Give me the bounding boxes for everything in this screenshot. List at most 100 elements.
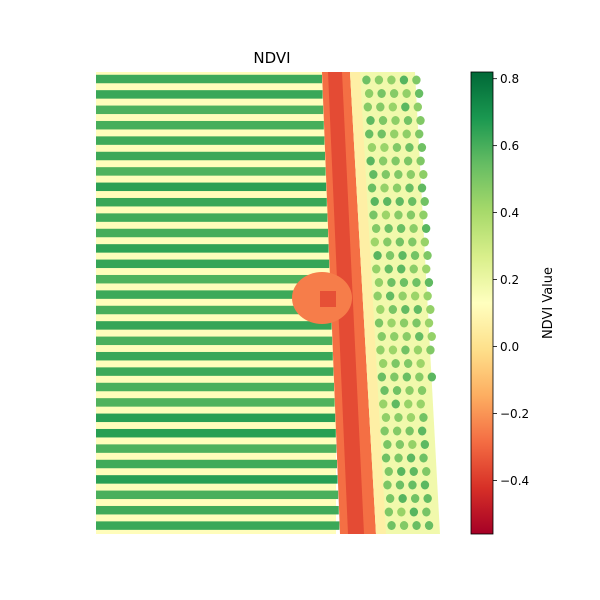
orchard-tree [384, 467, 393, 476]
orchard-tree [387, 278, 396, 287]
orchard-tree [395, 440, 405, 449]
crop-row [96, 321, 332, 330]
orchard-tree [381, 210, 391, 220]
orchard-tree [401, 305, 410, 314]
orchard-tree [390, 372, 399, 382]
orchard-tree [420, 480, 430, 490]
orchard-tree [406, 170, 416, 179]
orchard-tree [398, 291, 407, 301]
orchard-tree [388, 102, 398, 112]
orchard-tree [392, 426, 402, 436]
orchard-tree [370, 237, 380, 247]
orchard-tree [372, 264, 381, 274]
orchard-tree [378, 156, 388, 166]
crop-row [96, 90, 323, 99]
orchard-tree [417, 143, 427, 152]
orchard-tree [378, 359, 388, 368]
crop-row [96, 120, 324, 130]
orchard-tree [384, 224, 393, 233]
orchard-edge [350, 72, 386, 534]
orchard-tree [363, 102, 373, 112]
colorbar-tick-label: 0.2 [500, 273, 519, 287]
orchard-tree [365, 129, 374, 139]
crop-row [96, 228, 328, 238]
orchard-tree [370, 197, 379, 206]
orchard-tree [381, 170, 391, 179]
orchard-tree [424, 318, 434, 328]
orchard-tree [415, 372, 424, 382]
orchard-tree [412, 521, 421, 530]
orchard-tree [420, 440, 430, 449]
orchard-tree [367, 143, 377, 152]
orchard-tree [374, 318, 384, 328]
crop-row [96, 413, 336, 423]
orchard-tree [376, 102, 385, 112]
orchard-tree [380, 183, 389, 193]
orchard-tree [371, 224, 381, 233]
crop-row [96, 505, 339, 515]
building [320, 291, 336, 307]
orchard-tree [376, 305, 385, 314]
orchard-tree [398, 251, 407, 260]
orchard-tree [408, 197, 417, 206]
orchard-tree [401, 345, 410, 355]
colorbar-tick-label: −0.4 [500, 474, 529, 488]
orchard-tree [387, 521, 396, 530]
crop-row [96, 459, 337, 469]
crop-row [96, 367, 334, 376]
orchard-tree [409, 264, 418, 274]
orchard-tree [409, 467, 418, 476]
orchard-tree [366, 156, 375, 166]
orchard-tree [416, 399, 425, 409]
orchard-tree [367, 183, 377, 193]
orchard-tree [369, 210, 378, 220]
crop-row [96, 105, 324, 115]
crop-row [96, 244, 329, 253]
orchard-tree [423, 251, 432, 260]
orchard-tree [381, 453, 391, 463]
orchard-tree [388, 345, 398, 355]
orchard-tree [406, 210, 416, 220]
orchard-tree [410, 291, 420, 301]
orchard-tree [377, 129, 386, 139]
crop-row [96, 197, 327, 207]
crop-row [96, 290, 331, 299]
orchard-tree [412, 318, 421, 328]
orchard-tree [423, 291, 432, 301]
orchard-tree [416, 156, 425, 166]
orchard-tree [414, 89, 424, 98]
orchard-tree [381, 413, 391, 422]
orchard-tree [426, 345, 435, 355]
orchard-tree [409, 224, 418, 233]
orchard-tree [388, 305, 398, 314]
orchard-tree [408, 237, 417, 247]
orchard-tree [427, 332, 436, 341]
orchard-tree [403, 359, 413, 368]
colorbar-tick-label: 0.8 [500, 72, 519, 86]
orchard-tree [408, 480, 417, 490]
crop-row [96, 151, 325, 161]
orchard-tree [387, 318, 396, 328]
orchard-tree [422, 467, 431, 476]
orchard-tree [391, 116, 400, 125]
colorbar-label: NDVI Value [541, 267, 556, 339]
colorbar-tick-label: −0.2 [500, 407, 529, 421]
orchard-tree [385, 291, 395, 301]
orchard-tree [385, 251, 395, 260]
orchard-tree [402, 89, 411, 98]
orchard-tree [377, 372, 387, 382]
crop-row [96, 475, 338, 484]
orchard-tree [391, 399, 400, 409]
orchard-tree [392, 183, 402, 193]
orchard-tree [403, 116, 413, 125]
orchard-tree [421, 224, 431, 233]
orchard-tree [419, 453, 428, 463]
ndvi-heatmap-image [96, 72, 440, 534]
orchard-tree [394, 170, 403, 179]
orchard-tree [383, 480, 392, 490]
crop-row [96, 444, 337, 453]
orchard-tree [397, 507, 406, 517]
orchard-tree [397, 467, 406, 476]
orchard-tree [395, 197, 404, 206]
